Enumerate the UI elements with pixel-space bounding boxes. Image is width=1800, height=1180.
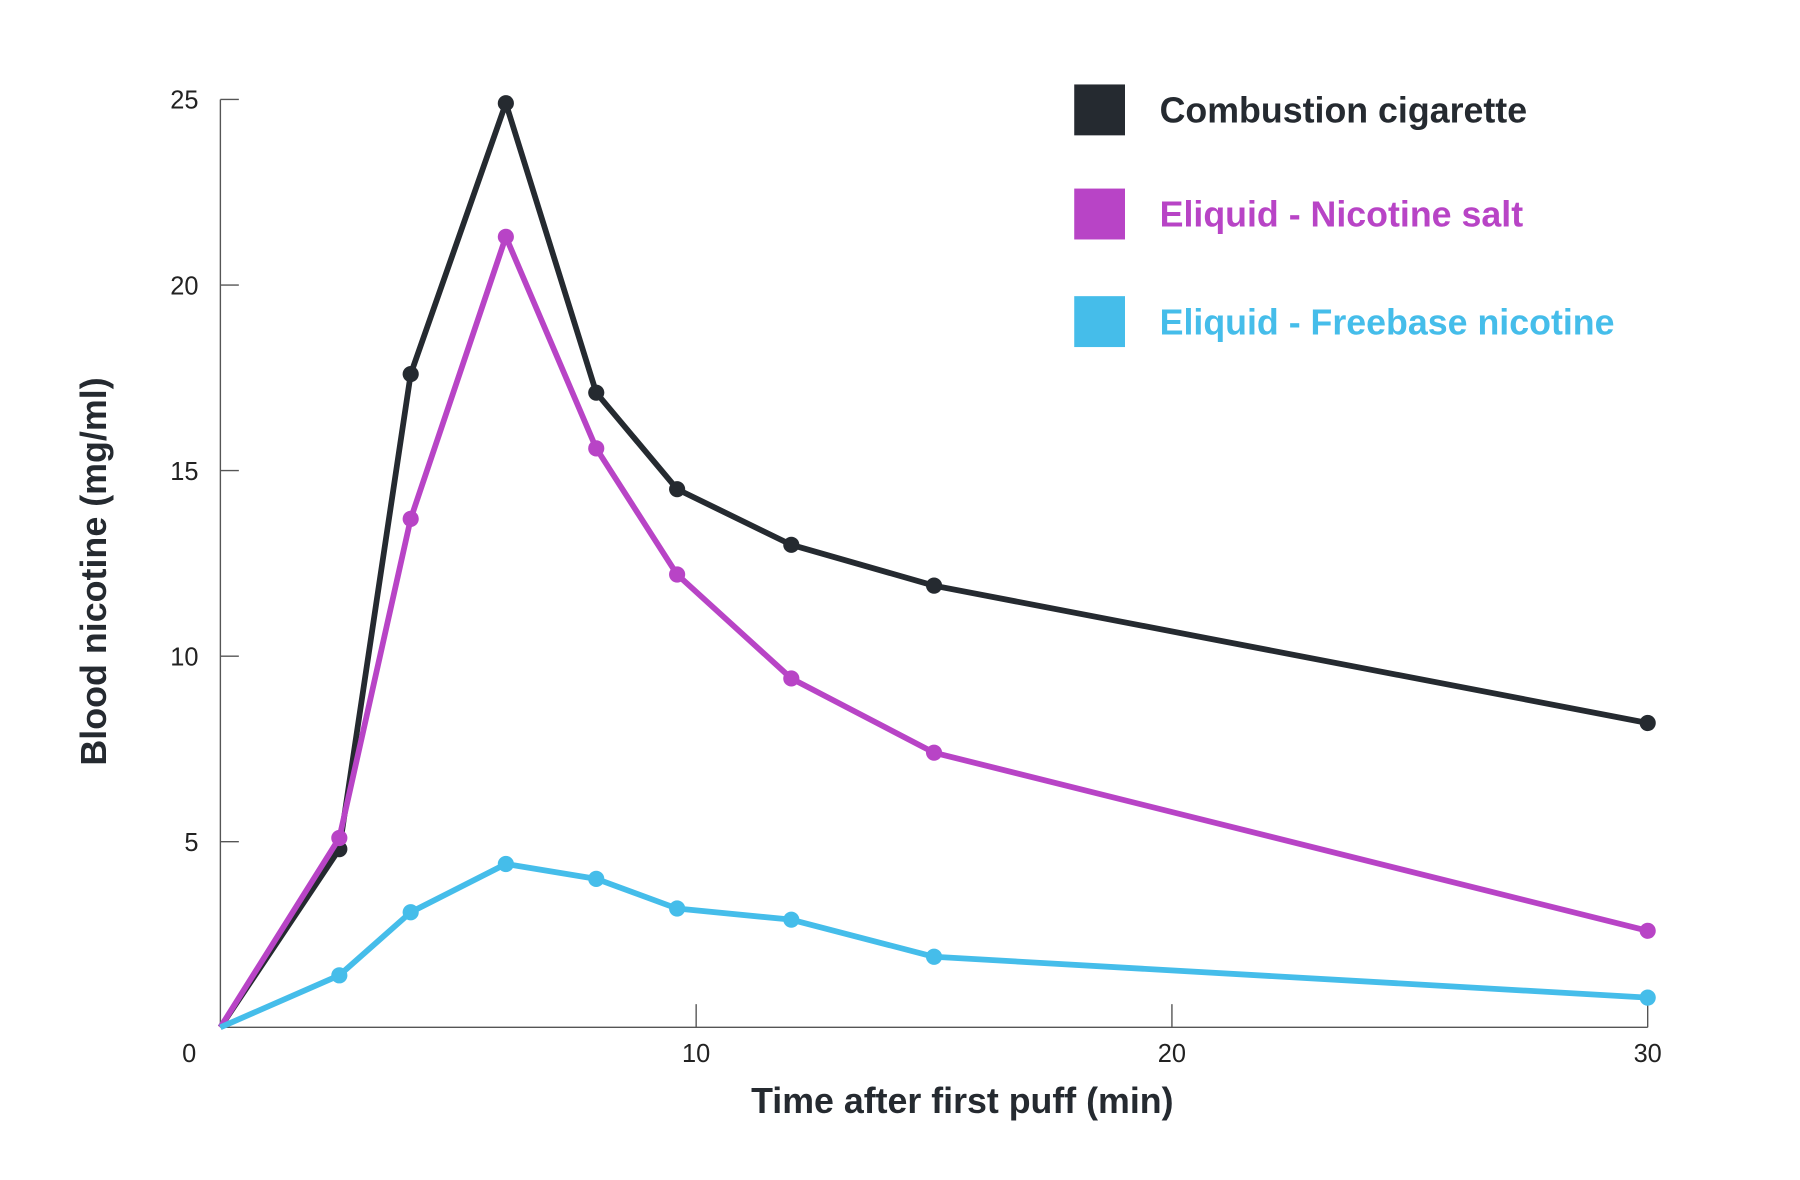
legend: Combustion cigarette Eliquid - Nicotine s…: [1074, 84, 1615, 348]
legend-swatch: [1074, 84, 1125, 136]
y-tick-label: 5: [184, 829, 198, 857]
legend-label: Combustion cigarette: [1160, 91, 1527, 131]
data-point: [402, 904, 419, 921]
data-point: [1639, 922, 1656, 939]
series-lines: [217, 95, 1656, 1030]
data-point: [497, 855, 514, 873]
series-line: [217, 233, 1649, 1029]
legend-label: Eliquid - Freebase nicotine: [1160, 302, 1615, 342]
data-point: [783, 670, 800, 687]
x-tick-label: 20: [1158, 1040, 1186, 1068]
data-point: [1639, 989, 1656, 1006]
x-tick-label: 30: [1634, 1040, 1662, 1068]
data-point: [669, 900, 686, 917]
data-point: [783, 911, 800, 928]
data-point: [669, 566, 686, 583]
x-axis-label: Time after first puff (min): [751, 1081, 1173, 1121]
legend-swatch: [1074, 296, 1125, 348]
series-line: [217, 100, 1649, 1029]
data-point: [669, 481, 686, 498]
data-point: [925, 744, 943, 761]
y-tick-label: 15: [170, 458, 198, 486]
data-point: [783, 536, 800, 553]
data-point: [402, 510, 419, 527]
data-point: [402, 366, 419, 383]
axes: 0 10 20 30 5 10 15 20 25: [170, 87, 1662, 1068]
y-tick-label: 20: [170, 272, 198, 300]
data-point: [588, 384, 605, 401]
x-tick-label: 10: [682, 1040, 710, 1068]
data-point: [331, 967, 348, 984]
y-tick-label: 10: [170, 643, 198, 671]
legend-swatch: [1074, 188, 1125, 240]
data-point: [925, 948, 943, 965]
x-tick-label: 0: [182, 1040, 196, 1068]
series-line: [219, 861, 1648, 1030]
data-point: [588, 440, 605, 457]
legend-label: Eliquid - Nicotine salt: [1160, 195, 1524, 235]
y-axis-label: Blood nicotine (mg/ml): [74, 377, 114, 765]
data-point: [1639, 714, 1656, 732]
y-tick-label: 25: [170, 87, 198, 115]
data-point: [497, 95, 514, 112]
data-point: [497, 228, 514, 245]
data-point: [925, 577, 943, 594]
data-point: [588, 870, 605, 887]
data-point: [331, 829, 348, 847]
